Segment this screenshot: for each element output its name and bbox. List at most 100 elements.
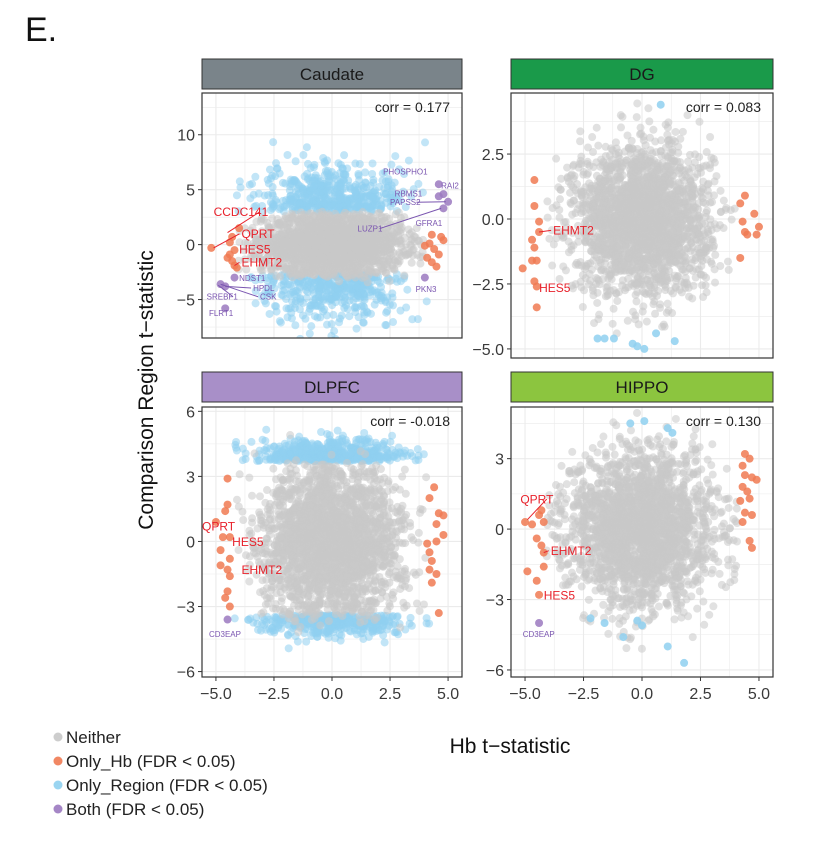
point-neither [559, 262, 568, 271]
point-both [420, 273, 429, 282]
point-both [434, 192, 443, 201]
point-neither [668, 289, 677, 298]
gene-label-pkn3: PKN3 [416, 285, 437, 294]
point-neither [394, 259, 403, 268]
point-only-region [401, 203, 410, 212]
point-only-region [304, 275, 313, 284]
point-only-region [334, 159, 343, 168]
panel-border [201, 92, 463, 339]
point-neither [578, 302, 587, 311]
point-neither [416, 259, 425, 268]
point-neither [307, 267, 316, 276]
point-neither [240, 224, 249, 233]
point-neither [702, 208, 711, 217]
point-only-region [273, 164, 282, 173]
point-neither [608, 319, 617, 328]
gene-labels: CCDC141QPRTHES5EHMT2PHOSPHO1RAI2RBMS1PAP… [207, 167, 460, 318]
point-only-region [260, 191, 269, 200]
point-neither [548, 204, 557, 213]
point-neither [548, 261, 557, 270]
point-neither [287, 249, 296, 258]
point-neither [278, 252, 287, 261]
point-neither [295, 272, 304, 281]
gene-label-qprt: QPRT [241, 227, 275, 241]
point-neither [724, 265, 733, 274]
point-neither [318, 253, 327, 262]
gene-label-srebf1: SREBF1 [207, 293, 239, 302]
point-neither [388, 264, 397, 273]
point-neither [582, 234, 591, 243]
point-only-region [400, 170, 409, 179]
point-neither [410, 237, 419, 246]
point-neither [552, 154, 561, 163]
point-only-region [301, 314, 310, 323]
point-only-region [414, 179, 423, 188]
point-neither [387, 232, 396, 241]
point-neither [240, 255, 249, 264]
point-neither [601, 292, 610, 301]
point-neither [645, 117, 654, 126]
point-neither [363, 247, 372, 256]
point-neither [557, 231, 566, 240]
point-only-region [311, 171, 320, 180]
point-only-region [388, 199, 397, 208]
point-neither [632, 297, 641, 306]
point-neither [549, 240, 558, 249]
label-leader-line [213, 233, 240, 249]
point-both [221, 304, 230, 313]
point-neither [639, 302, 648, 311]
point-neither [588, 133, 597, 142]
gene-label-flrt1: FLRT1 [209, 309, 234, 318]
point-only-region [323, 281, 332, 290]
point-neither [633, 99, 642, 108]
point-only-region [324, 195, 333, 204]
point-neither [283, 224, 292, 233]
point-only-region [413, 315, 422, 324]
point-only-region [272, 302, 281, 311]
point-only-region [360, 308, 369, 317]
point-only-hb [430, 245, 439, 254]
corr-annotation: corr = 0.177 [375, 99, 450, 115]
point-neither [262, 253, 271, 262]
point-neither [617, 123, 626, 132]
point-only-region [251, 287, 260, 296]
facet-strip [201, 58, 463, 90]
point-only-region [270, 284, 279, 293]
point-only-region [251, 276, 260, 285]
point-only-region [340, 297, 349, 306]
point-only-region [391, 152, 400, 161]
point-neither [593, 298, 602, 307]
point-only-region [249, 190, 258, 199]
background-point-cloud [232, 138, 431, 338]
point-only-region [282, 304, 291, 313]
point-only-region [305, 329, 314, 338]
point-neither [564, 237, 573, 246]
panel-letter: E. [25, 11, 57, 49]
point-only-region [307, 322, 316, 331]
point-only-region [352, 191, 361, 200]
point-only-region [368, 193, 377, 202]
point-only-region [378, 176, 387, 185]
point-neither [317, 212, 326, 221]
label-leader-line [227, 211, 261, 233]
point-only-region [375, 183, 384, 192]
point-only-region [263, 273, 272, 282]
point-only-region [408, 315, 417, 324]
point-neither [298, 223, 307, 232]
point-neither [580, 286, 589, 295]
point-only-region [248, 179, 257, 188]
point-neither [275, 246, 284, 255]
point-only-region [340, 290, 349, 299]
point-neither [568, 281, 577, 290]
point-neither [631, 256, 640, 265]
point-neither [588, 286, 597, 295]
point-only-region [418, 188, 427, 197]
point-neither [339, 242, 348, 251]
point-neither [708, 237, 717, 246]
point-neither [265, 239, 274, 248]
point-neither [702, 288, 711, 297]
point-neither [594, 141, 603, 150]
point-only-region [365, 288, 374, 297]
y-tick-label: 5 [186, 183, 195, 200]
